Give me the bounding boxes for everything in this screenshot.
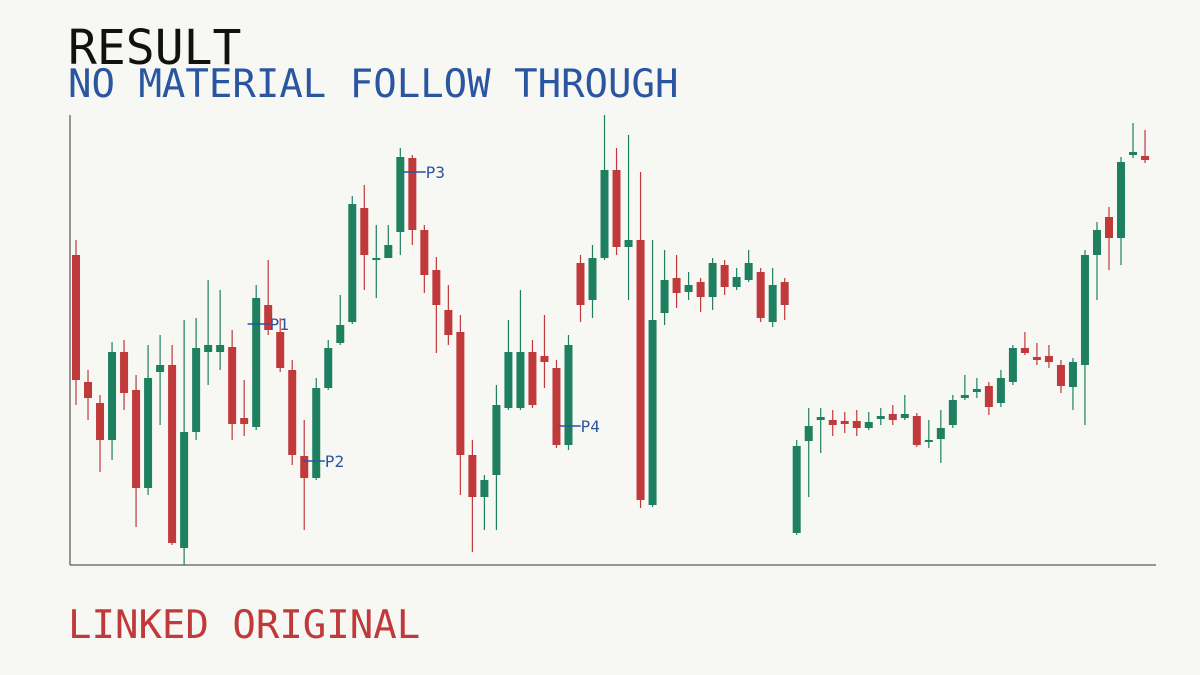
- chart-title: RESULT: [68, 20, 241, 76]
- candle-body: [240, 418, 249, 424]
- candle-body: [564, 345, 573, 445]
- candle-body: [264, 305, 273, 330]
- candle-body: [228, 347, 237, 424]
- candle-body: [444, 310, 453, 335]
- candle-body: [648, 320, 657, 505]
- candle-body: [624, 240, 633, 247]
- candle-body: [1117, 162, 1126, 238]
- candle-body: [840, 421, 849, 424]
- candle-body: [612, 170, 621, 247]
- candle-body: [576, 263, 585, 305]
- annotation-label: P1: [270, 315, 289, 334]
- candle-body: [660, 280, 669, 313]
- candle-body: [948, 400, 957, 425]
- candle-body: [120, 352, 129, 393]
- candle-body: [984, 386, 993, 407]
- candle-body: [732, 277, 741, 287]
- candle-body: [804, 426, 813, 441]
- candle-body: [144, 378, 153, 488]
- candle-body: [756, 272, 765, 318]
- candle-body: [828, 420, 837, 425]
- candle-body: [912, 416, 921, 445]
- candle-body: [1056, 365, 1065, 386]
- candle-body: [1008, 348, 1017, 382]
- candle-body: [516, 352, 525, 408]
- candle-body: [408, 158, 417, 230]
- annotation-label: P3: [426, 163, 445, 182]
- candle-body: [96, 403, 105, 440]
- candle-body: [84, 382, 93, 398]
- candle-body: [636, 240, 645, 500]
- candle-body: [996, 378, 1005, 403]
- candle-body: [432, 270, 441, 305]
- candle-body: [552, 368, 561, 445]
- candle-body: [936, 428, 945, 439]
- candle-body: [72, 255, 81, 380]
- candle-body: [288, 370, 297, 455]
- candle-body: [1129, 152, 1138, 155]
- chart-subtitle: NO MATERIAL FOLLOW THROUGH: [68, 62, 678, 107]
- candle-body: [816, 417, 825, 420]
- candle-body: [1092, 230, 1101, 255]
- candle-body: [960, 395, 969, 398]
- candle-body: [216, 345, 225, 352]
- annotation-label: P4: [581, 417, 600, 436]
- candle-body: [504, 352, 513, 408]
- candle-body: [360, 208, 369, 255]
- candle-body: [132, 390, 141, 488]
- candle-body: [1032, 357, 1041, 360]
- candle-body: [888, 414, 897, 420]
- candle-body: [708, 263, 717, 297]
- candle-body: [156, 365, 165, 372]
- candle-body: [300, 456, 309, 478]
- candle-body: [492, 405, 501, 475]
- candle-body: [588, 258, 597, 300]
- candle-body: [204, 345, 213, 352]
- candle-body: [924, 440, 933, 442]
- candle-body: [396, 157, 405, 232]
- candle-body: [768, 285, 777, 322]
- candle-body: [468, 455, 477, 497]
- candle-body: [852, 421, 861, 428]
- candle-body: [864, 422, 873, 428]
- candle-body: [1104, 217, 1113, 238]
- candle-body: [540, 356, 549, 362]
- candle-body: [192, 348, 201, 432]
- candle-body: [780, 282, 789, 305]
- candle-body: [1141, 156, 1150, 160]
- candle-body: [348, 204, 357, 322]
- candle-body: [900, 414, 909, 418]
- candle-body: [528, 352, 537, 405]
- candle-body: [696, 282, 705, 297]
- candle-body: [972, 389, 981, 392]
- candle-body: [876, 416, 885, 419]
- candle-body: [168, 365, 177, 543]
- candle-body: [372, 258, 381, 260]
- candle-body: [1020, 348, 1029, 353]
- candle-body: [312, 388, 321, 478]
- candle-body: [672, 278, 681, 293]
- candle-body: [420, 230, 429, 275]
- candle-body: [456, 332, 465, 455]
- candle-body: [684, 285, 693, 292]
- candle-body: [1068, 362, 1077, 387]
- candle-body: [1044, 356, 1053, 362]
- candle-body: [276, 332, 285, 368]
- annotation-label: P2: [325, 452, 344, 471]
- candle-body: [180, 432, 189, 548]
- candle-body: [1080, 255, 1089, 365]
- footer-label: LINKED ORIGINAL: [68, 603, 420, 648]
- candle-body: [792, 446, 801, 533]
- candle-body: [480, 480, 489, 497]
- candle-body: [108, 352, 117, 440]
- candle-body: [384, 245, 393, 258]
- candle-body: [324, 348, 333, 388]
- candle-body: [336, 325, 345, 343]
- candle-body: [720, 265, 729, 287]
- candle-body: [252, 298, 261, 427]
- candle-body: [600, 170, 609, 258]
- candle-body: [744, 263, 753, 280]
